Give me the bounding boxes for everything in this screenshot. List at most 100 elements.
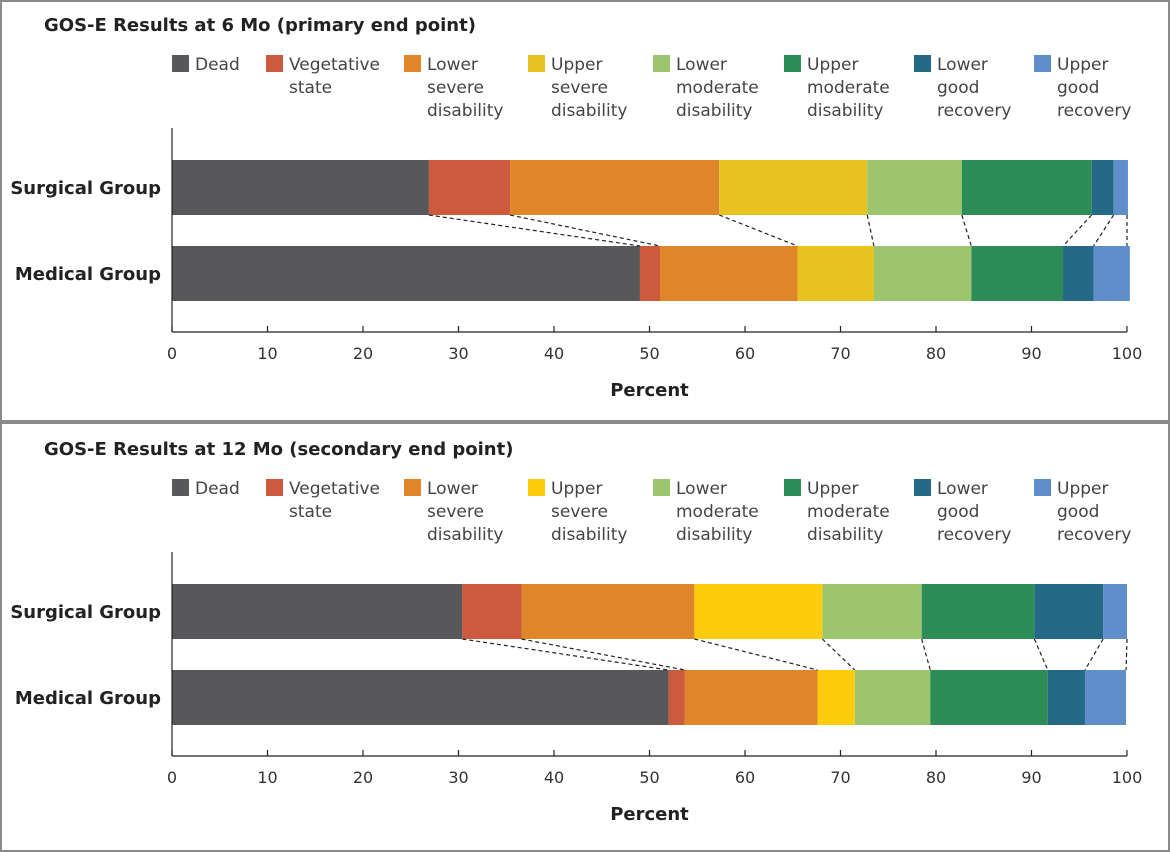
panel2-bar-medical-segment-7 xyxy=(1047,670,1085,725)
panel2-connector-line-1 xyxy=(462,638,669,671)
panel2-legend-label-5-line-1: Lower xyxy=(676,479,727,499)
panel2-legend-swatch-6 xyxy=(784,479,801,496)
panel1-legend-label-7-line-2: good xyxy=(937,78,979,98)
panel1-x-tick-label-30: 30 xyxy=(448,344,468,363)
panel1-x-tick-label-50: 50 xyxy=(639,344,659,363)
panel1-category-label-2: Medical Group xyxy=(15,264,161,285)
panel1-connector-line-7 xyxy=(1093,214,1115,247)
panel2-legend-label-8-line-3: recovery xyxy=(1057,525,1131,545)
panel2-connector-line-7 xyxy=(1084,638,1104,671)
panel1-legend-swatch-7 xyxy=(914,55,931,72)
panel2-legend-label-4-line-1: Upper xyxy=(551,479,602,499)
panel1-bar-medical-segment-6 xyxy=(971,246,1064,301)
panel1-category-label-1: Surgical Group xyxy=(10,178,161,199)
panel2-legend-label-3-line-2: severe xyxy=(427,502,484,522)
panel-divider xyxy=(0,420,1170,424)
panel1-x-tick-label-0: 0 xyxy=(167,344,177,363)
panel1-legend-label-2-line-1: Vegetative xyxy=(289,55,380,75)
panel2-legend-swatch-4 xyxy=(528,479,545,496)
panel2-legend-label-3-line-1: Lower xyxy=(427,479,478,499)
panel1-connector-line-5 xyxy=(961,214,972,247)
panel2-bar-medical-segment-2 xyxy=(668,670,685,725)
panel2-bar-medical-segment-4 xyxy=(817,670,855,725)
panel2-legend-label-6-line-3: disability xyxy=(807,525,883,545)
panel2-legend-swatch-7 xyxy=(914,479,931,496)
panel1-bar-medical-segment-5 xyxy=(873,246,972,301)
panel1-legend-label-5-line-1: Lower xyxy=(676,55,727,75)
panel1-x-tick-label-10: 10 xyxy=(257,344,277,363)
panel1-legend-label-7-line-1: Lower xyxy=(937,55,988,75)
panel1-legend-label-3-line-2: severe xyxy=(427,78,484,98)
panel2-bar-surgical-segment-3 xyxy=(521,584,695,639)
panel1-x-tick-label-40: 40 xyxy=(544,344,564,363)
panel2-bar-medical-segment-5 xyxy=(854,670,931,725)
panel2-bar-medical-segment-1 xyxy=(172,670,669,725)
panel2-x-tick-label-30: 30 xyxy=(448,768,468,787)
panel2-x-tick-label-50: 50 xyxy=(639,768,659,787)
panel1-bar-medical-segment-2 xyxy=(639,246,661,301)
panel2-bar-surgical-segment-4 xyxy=(694,584,823,639)
panel1-legend-label-4-line-2: severe xyxy=(551,78,608,98)
panel2-x-tick-label-70: 70 xyxy=(830,768,850,787)
panel2-bar-surgical-segment-5 xyxy=(822,584,922,639)
panel1-chart-title: GOS-E Results at 6 Mo (primary end point… xyxy=(44,15,476,36)
panel1-bar-medical-segment-4 xyxy=(797,246,874,301)
panel2-x-tick-label-40: 40 xyxy=(544,768,564,787)
panel2-x-tick-label-80: 80 xyxy=(926,768,946,787)
panel1-connector-line-1 xyxy=(428,214,641,247)
panel2-x-tick-label-20: 20 xyxy=(353,768,373,787)
panel1-legend-swatch-5 xyxy=(653,55,670,72)
panel2-legend-swatch-3 xyxy=(404,479,421,496)
panel2-legend-label-7-line-1: Lower xyxy=(937,479,988,499)
panel2-bar-medical-segment-6 xyxy=(930,670,1048,725)
panel2-x-tick-label-10: 10 xyxy=(257,768,277,787)
panel2-legend-label-4-line-3: disability xyxy=(551,525,627,545)
panel2-x-tick-label-60: 60 xyxy=(735,768,755,787)
panel2-bar-surgical-segment-1 xyxy=(172,584,463,639)
panel2-category-label-1: Surgical Group xyxy=(10,602,161,623)
panel1-legend-label-6-line-1: Upper xyxy=(807,55,858,75)
panel1-bar-surgical-segment-4 xyxy=(719,160,868,215)
panel2-legend-label-7-line-2: good xyxy=(937,502,979,522)
panel1-legend-label-5-line-2: moderate xyxy=(676,78,759,98)
panel2-legend-label-2-line-2: state xyxy=(289,502,332,522)
panel2-chart-title: GOS-E Results at 12 Mo (secondary end po… xyxy=(44,439,513,460)
panel1-legend-swatch-3 xyxy=(404,55,421,72)
panel1-x-tick-label-90: 90 xyxy=(1021,344,1041,363)
panel2-legend-label-6-line-2: moderate xyxy=(807,502,890,522)
panel2-category-label-2: Medical Group xyxy=(15,688,161,709)
panel1-legend-label-6-line-2: moderate xyxy=(807,78,890,98)
panel2-legend-label-1-line-1: Dead xyxy=(195,479,240,499)
panel1-bar-medical-segment-3 xyxy=(660,246,798,301)
panel1-legend-swatch-8 xyxy=(1034,55,1051,72)
panel2-legend-swatch-2 xyxy=(266,479,283,496)
panel2-x-tick-label-100: 100 xyxy=(1112,768,1143,787)
panel2-legend-label-6-line-1: Upper xyxy=(807,479,858,499)
panel1-legend-label-4-line-3: disability xyxy=(551,101,627,121)
panel2-legend-label-7-line-3: recovery xyxy=(937,525,1011,545)
panel2-bar-surgical-segment-7 xyxy=(1034,584,1104,639)
panel1-bar-surgical-segment-2 xyxy=(428,160,511,215)
panel2-connector-line-8 xyxy=(1125,638,1128,671)
panel1-legend-label-4-line-1: Upper xyxy=(551,55,602,75)
panel1-connector-line-6 xyxy=(1062,214,1093,247)
panel2-legend-label-8-line-1: Upper xyxy=(1057,479,1108,499)
panel2-connector-line-5 xyxy=(921,638,931,671)
panel1-bar-medical-segment-8 xyxy=(1093,246,1130,301)
panel1-bar-medical-segment-1 xyxy=(172,246,640,301)
panel2-legend-label-5-line-2: moderate xyxy=(676,502,759,522)
panel1-x-tick-label-20: 20 xyxy=(353,344,373,363)
panel1-legend-label-7-line-3: recovery xyxy=(937,101,1011,121)
panel1-bar-surgical-segment-6 xyxy=(961,160,1092,215)
panel1-legend-label-8-line-3: recovery xyxy=(1057,101,1131,121)
panel1-legend-swatch-6 xyxy=(784,55,801,72)
panel2-connector-line-4 xyxy=(821,638,856,671)
panel1-bar-surgical-segment-7 xyxy=(1091,160,1114,215)
panel2-legend-label-5-line-3: disability xyxy=(676,525,752,545)
panel1-legend-label-6-line-3: disability xyxy=(807,101,883,121)
panel1-legend-swatch-2 xyxy=(266,55,283,72)
panel1-legend-label-3-line-1: Lower xyxy=(427,55,478,75)
panel1-connector-line-2 xyxy=(509,214,661,247)
